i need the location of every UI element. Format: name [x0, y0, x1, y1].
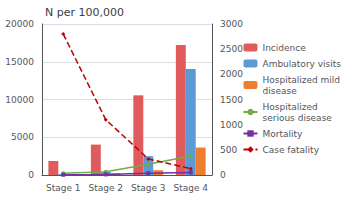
svg-text:15000: 15000: [5, 57, 34, 67]
svg-text:3000: 3000: [220, 19, 243, 29]
svg-text:10000: 10000: [5, 95, 34, 105]
svg-text:Stage 2: Stage 2: [88, 183, 123, 193]
svg-text:1500: 1500: [220, 95, 243, 105]
svg-text:2000: 2000: [220, 69, 243, 79]
svg-text:2500: 2500: [220, 44, 243, 54]
svg-text:Stage 4: Stage 4: [173, 183, 208, 193]
svg-text:5000: 5000: [11, 132, 34, 142]
svg-text:serious disease: serious disease: [262, 113, 332, 123]
svg-text:Stage 1: Stage 1: [46, 183, 81, 193]
svg-text:N per 100,000: N per 100,000: [45, 6, 124, 19]
svg-text:500: 500: [220, 145, 237, 155]
svg-text:Stage 3: Stage 3: [131, 183, 166, 193]
svg-text:Hospitalized mild: Hospitalized mild: [262, 75, 340, 85]
svg-text:disease: disease: [262, 86, 297, 96]
svg-text:Incidence: Incidence: [262, 43, 306, 53]
svg-text:Ambulatory visits: Ambulatory visits: [262, 59, 341, 69]
svg-text:Hospitalized: Hospitalized: [262, 102, 317, 112]
svg-text:20000: 20000: [5, 19, 34, 29]
svg-text:Case fatality: Case fatality: [262, 145, 319, 155]
svg-text:0: 0: [220, 170, 226, 180]
svg-text:0: 0: [28, 170, 34, 180]
svg-text:Mortality: Mortality: [262, 129, 303, 139]
svg-text:1000: 1000: [220, 120, 243, 130]
